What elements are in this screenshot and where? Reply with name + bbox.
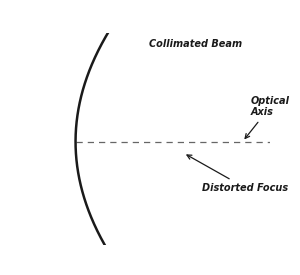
Text: Optical
Axis: Optical Axis (245, 96, 290, 138)
Text: Collimated Beam: Collimated Beam (149, 39, 242, 49)
Text: Distorted Focus: Distorted Focus (187, 155, 289, 193)
